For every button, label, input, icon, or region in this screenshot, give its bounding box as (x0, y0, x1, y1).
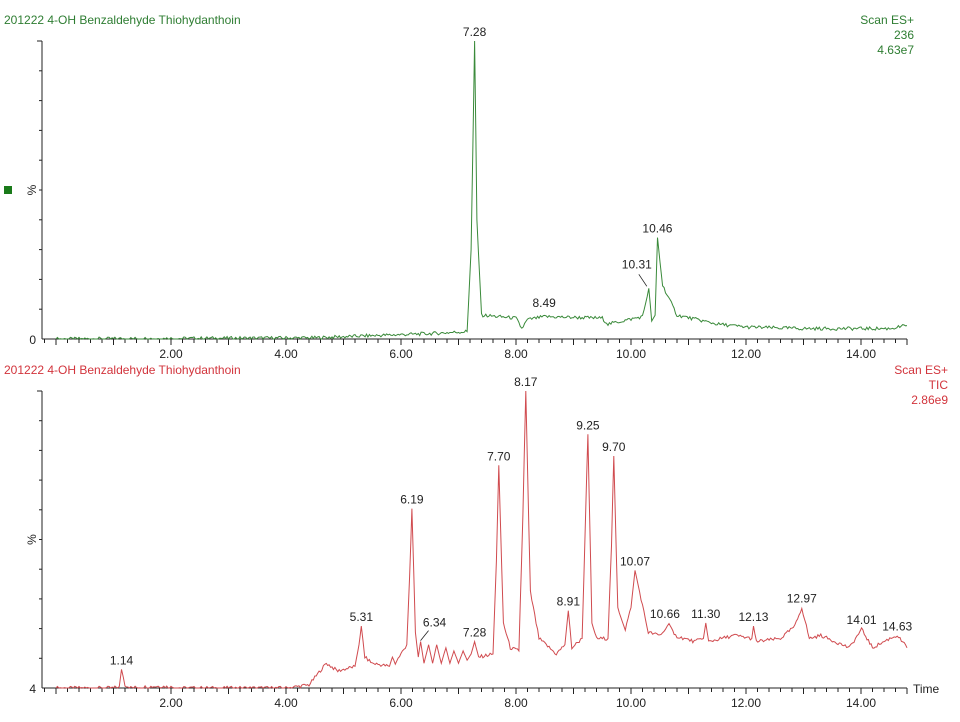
bottom-scan-mode: Scan ES+ (894, 363, 948, 377)
x-tick-label: 10.00 (616, 347, 646, 361)
x-tick-label: 4.00 (274, 696, 298, 710)
x-tick-label: 4.00 (274, 347, 298, 361)
peak-label: 10.31 (622, 257, 652, 271)
top-scan-mode: Scan ES+ (860, 13, 914, 27)
top-chromatogram-panel: 2.00 4.00 6.00 8.00 10.00 12.00 14.00 0% 7.28 8.4… (25, 25, 908, 361)
bottom-intensity: 2.86e9 (911, 393, 948, 407)
top-intensity: 4.63e7 (877, 43, 914, 57)
y-axis-label: % (25, 534, 39, 545)
peak-label: 12.97 (787, 592, 817, 606)
x-tick-label: 8.00 (504, 696, 528, 710)
peak-label: 9.25 (576, 418, 600, 432)
peak-label: 7.28 (463, 626, 487, 640)
peak-label: 14.63 (882, 619, 912, 633)
peak-label: 12.13 (738, 610, 768, 624)
peak-label: 9.70 (602, 440, 626, 454)
x-tick-label: 12.00 (731, 696, 761, 710)
series-color-marker (4, 186, 12, 194)
top-panel-title: 201222 4-OH Benzaldehyde Thiohydanthoin (4, 13, 241, 27)
peak-label: 14.01 (847, 613, 877, 627)
bottom-panel-header-info: Scan ES+ TIC 2.86e9 (894, 363, 948, 408)
x-tick-label: 14.00 (846, 347, 876, 361)
y-axis-label: % (25, 184, 39, 195)
x-tick-label: 6.00 (389, 696, 413, 710)
x-tick-label: 6.00 (389, 347, 413, 361)
x-tick-label: 8.00 (504, 347, 528, 361)
bottom-panel-title: 201222 4-OH Benzaldehyde Thiohydanthoin (4, 363, 241, 377)
chromatogram-trace (55, 40, 908, 340)
peak-label: 10.66 (650, 607, 680, 621)
x-tick-label: 12.00 (731, 347, 761, 361)
bottom-chromatogram-panel: 2.00 4.00 6.00 8.00 10.00 12.00 14.00 4% Time 1.1… (25, 375, 940, 710)
top-mass: 236 (893, 28, 914, 42)
y-origin-label: 0 (29, 333, 36, 347)
peak-label: 1.14 (110, 653, 134, 667)
peak-label: 10.07 (620, 554, 650, 568)
peak-label: 10.46 (642, 222, 672, 236)
peak-label: 11.30 (691, 607, 720, 621)
peak-label: 7.70 (487, 449, 511, 463)
x-tick-label: 2.00 (159, 696, 183, 710)
peak-label: 6.34 (423, 616, 447, 630)
x-tick-label: 10.00 (616, 696, 646, 710)
peak-label: 6.19 (400, 493, 424, 507)
peak-label: 8.17 (514, 375, 538, 389)
x-tick-label: 14.00 (846, 696, 876, 710)
x-axis-title: Time (913, 682, 940, 696)
chromatogram-trace (55, 390, 908, 689)
top-panel-header-info: Scan ES+ 236 4.63e7 (860, 13, 914, 58)
y-origin-label: 4 (29, 682, 36, 696)
bottom-trace-type: TIC (928, 378, 948, 392)
peak-label: 7.28 (463, 25, 487, 39)
peak-label: 5.31 (350, 610, 374, 624)
x-tick-label: 2.00 (159, 347, 183, 361)
peak-label: 8.49 (532, 296, 556, 310)
peak-label: 8.91 (557, 595, 581, 609)
